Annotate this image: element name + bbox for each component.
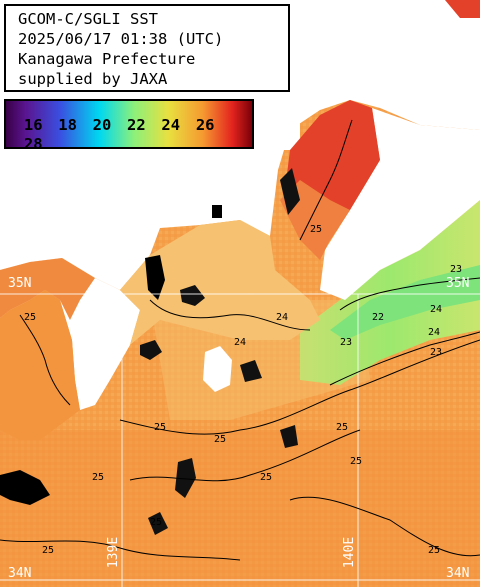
cloud-patch [140,340,162,360]
contour-line [289,496,480,557]
contour-labels: 25 25 25 25 25 25 25 25 25 25 24 24 24 2… [24,224,462,556]
contour-label: 25 [336,422,348,433]
contour-label: 25 [92,472,104,483]
cloud-patch [212,205,222,218]
contour-label: 24 [234,337,246,348]
contour-line [119,339,480,435]
legend-tick: 22 [127,116,146,134]
contour-line [0,539,241,561]
cloud-patch [145,255,165,300]
legend-ticks: 16 18 20 22 24 26 28 [16,116,252,154]
legend-tick: 26 [195,116,215,134]
contour-line [339,277,480,311]
contour-line [299,119,353,241]
contour-line [129,429,361,482]
sea-warm-south [0,430,480,587]
lon-label-140e: 140E [342,536,358,569]
contour-label: 25 [42,545,54,556]
contour-label: 22 [372,312,384,323]
lat-label-35n-right: 35N [446,276,470,291]
cloud-patch [180,285,205,306]
color-scale-legend: 16 18 20 22 24 26 28 [4,99,254,153]
contour-label: 23 [450,264,462,275]
title-box: GCOM-C/SGLI SST 2025/06/17 01:38 (UTC) K… [4,4,290,92]
land-miura [203,346,232,392]
contour-label: 25 [350,456,362,467]
contour-line [19,314,71,406]
cloud-patch [280,425,298,448]
cloud-patch [148,512,168,535]
legend-tick: 16 [23,116,43,134]
contour-label: 25 [260,472,272,483]
lon-label-139e: 139E [106,536,122,569]
title-line-datetime: 2025/06/17 01:38 (UTC) [18,30,224,48]
west-bay-water [0,258,95,320]
contour-label: 25 [150,517,162,528]
cloud-patch [0,470,50,505]
contour-label: 25 [428,545,440,556]
sea-cool-core [330,265,480,340]
land-east-coast [320,108,480,300]
contours [0,119,480,561]
lat-label-34n-right: 34N [446,566,470,581]
contour-label: 23 [340,337,352,348]
cloud-patch [240,360,262,382]
contour-label: 25 [214,434,226,445]
lat-label-35n-left: 35N [8,276,32,291]
contour-label: 25 [310,224,322,235]
sagami-bay-water [120,220,320,345]
legend-tick: 18 [58,116,77,134]
lat-label-34n-left: 34N [8,566,32,581]
contour-label: 25 [154,422,166,433]
cloud-patch [280,168,300,215]
cloud-patch [445,0,480,18]
title-line-credit: supplied by JAXA [18,70,168,88]
title-line-product: GCOM-C/SGLI SST [18,10,158,28]
west-coast-water [0,290,80,440]
graticule [0,293,480,587]
contour-label: 24 [430,304,442,315]
legend-tick: 24 [161,116,181,134]
contour-label: 23 [430,347,442,358]
contour-label: 24 [428,327,440,338]
legend-tick: 20 [92,116,112,134]
legend-tick: 28 [23,135,43,153]
contour-line [329,331,480,386]
cloud-patch [175,458,196,498]
title-line-region: Kanagawa Prefecture [18,50,196,68]
contour-label: 24 [276,312,288,323]
contour-label: 25 [24,312,36,323]
contour-line [149,299,311,331]
